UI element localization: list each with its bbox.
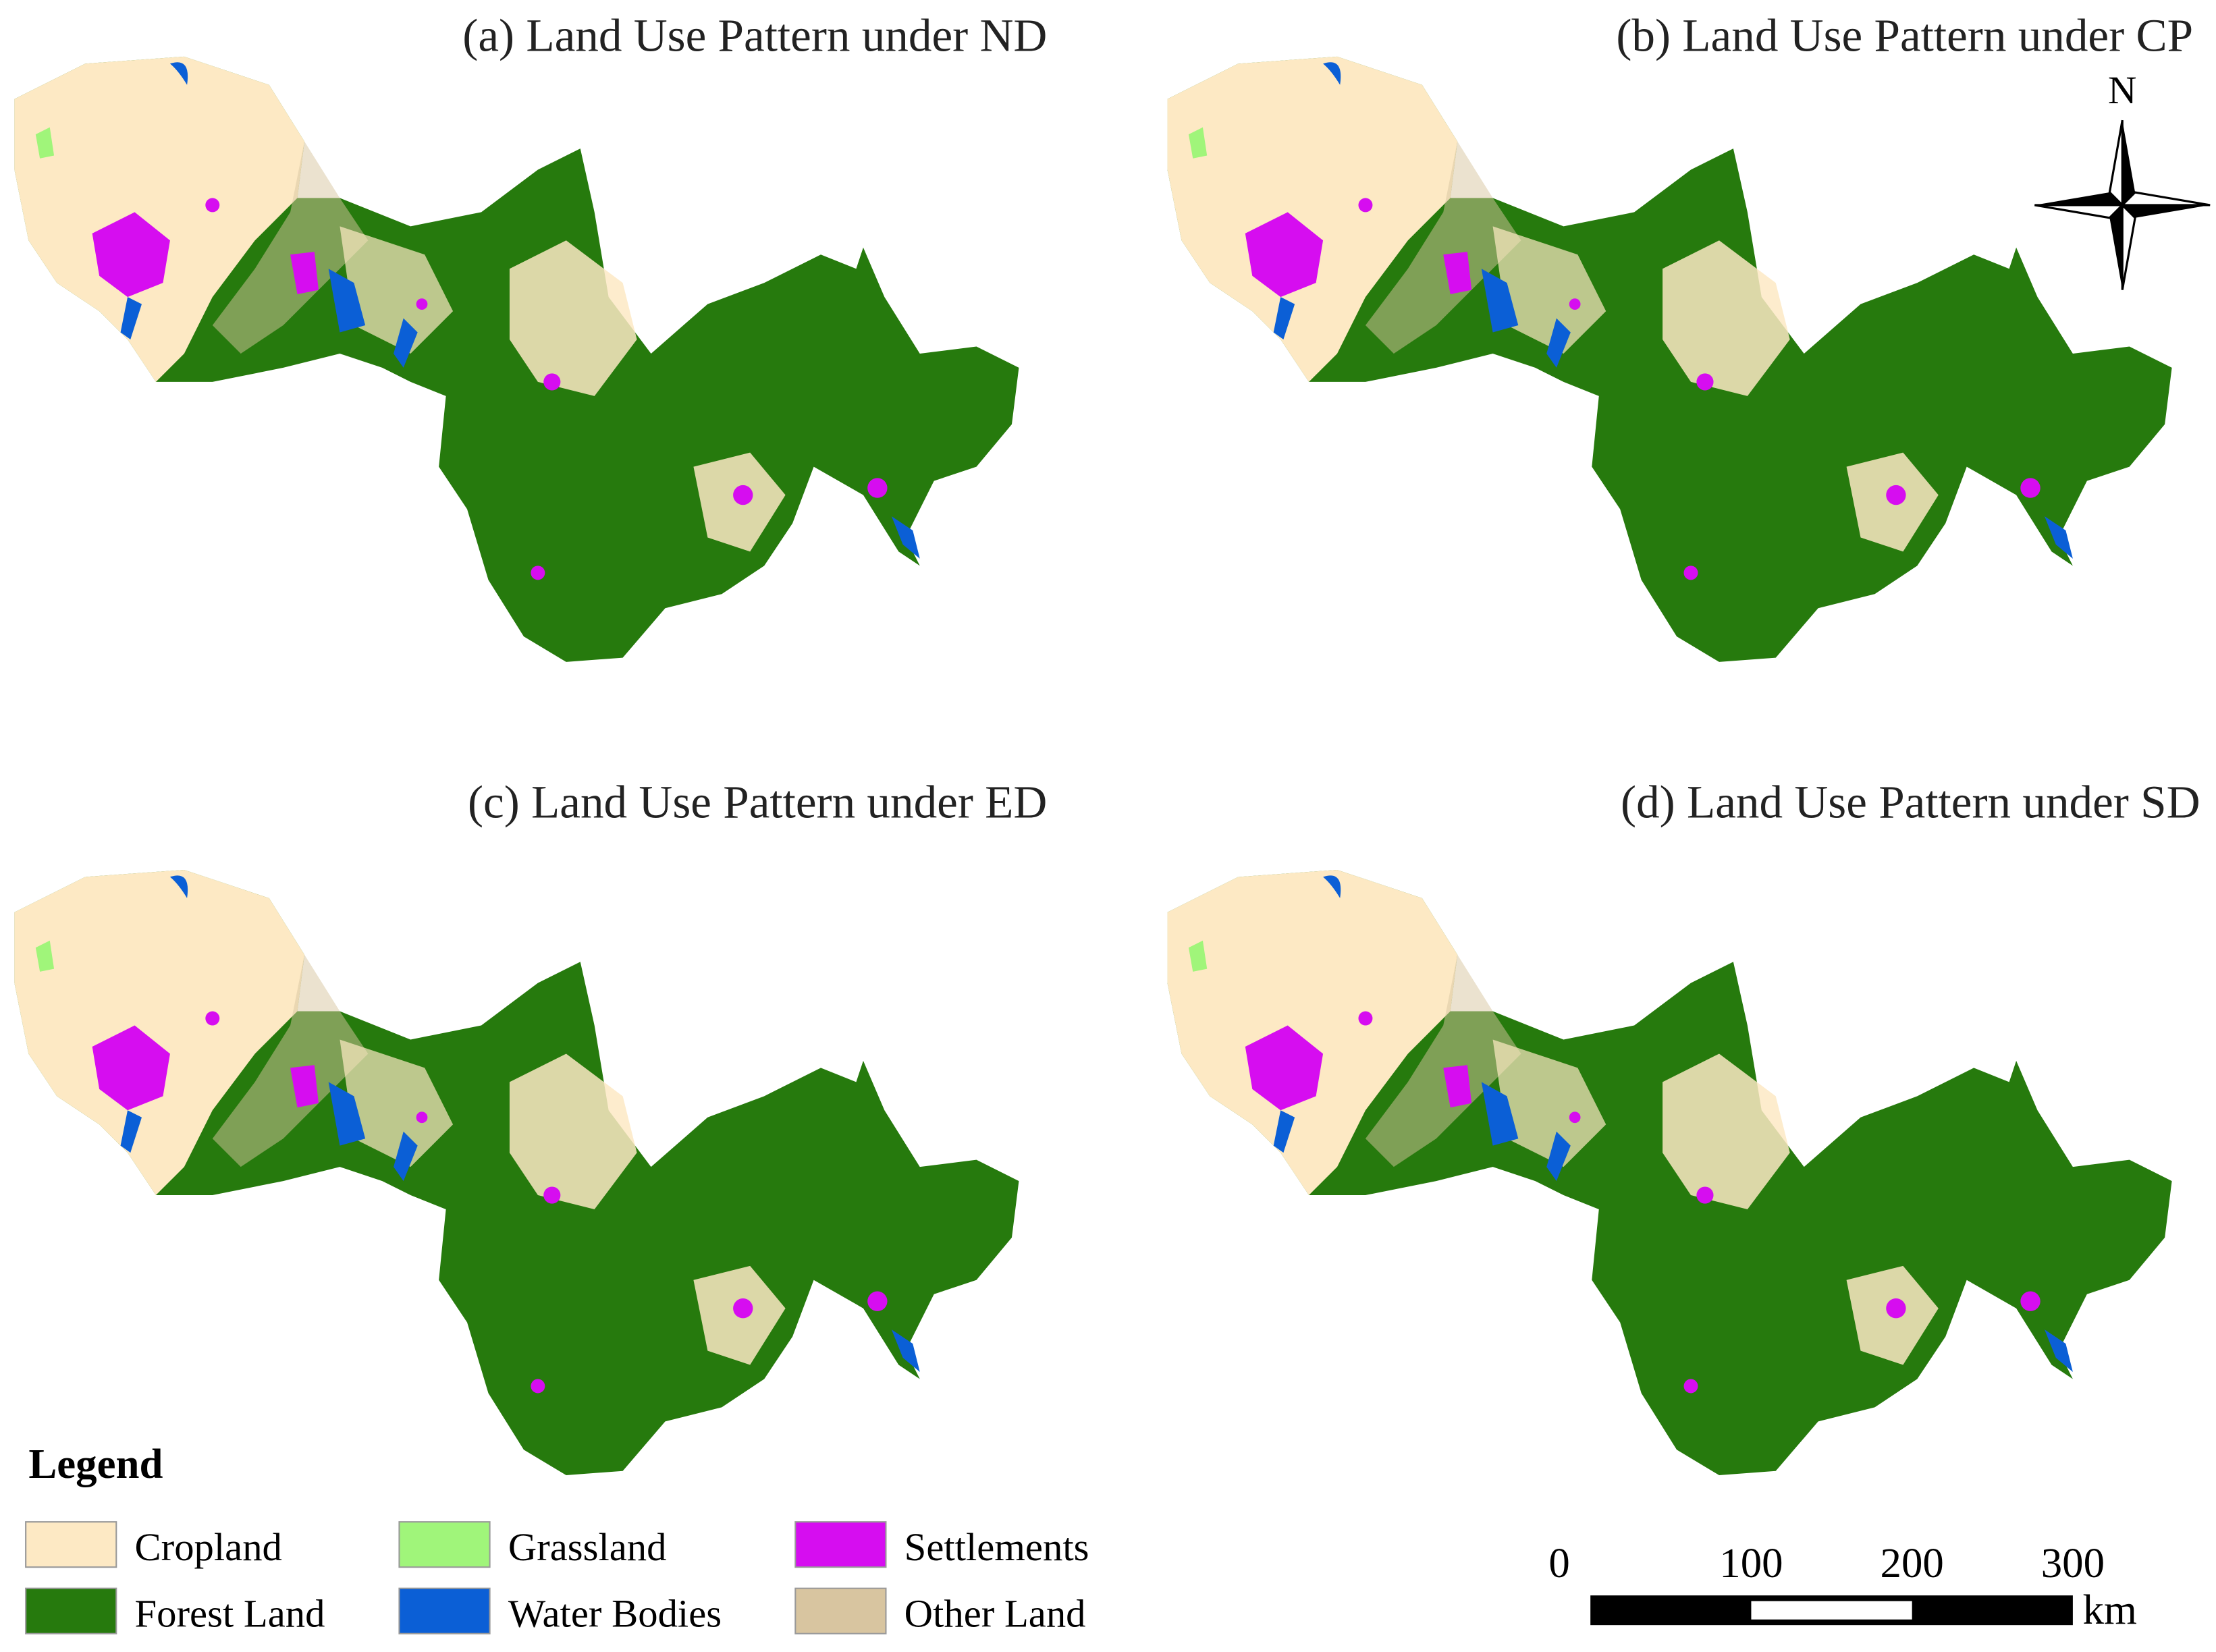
panel-title: (d) Land Use Pattern under SD <box>1621 775 2200 827</box>
scale-bar-segment <box>1751 1601 1912 1620</box>
panel-title: (a) Land Use Pattern under ND <box>462 9 1047 61</box>
legend-label: Grassland <box>508 1525 667 1569</box>
scale-unit: km <box>2083 1586 2137 1633</box>
legend-label: Forest Land <box>135 1591 325 1635</box>
scale-label: 200 <box>1881 1539 1944 1587</box>
land-use-map <box>1167 56 2172 662</box>
land-use-map <box>14 56 1019 662</box>
scale-label: 100 <box>1719 1539 1783 1587</box>
legend-title: Legend <box>28 1440 163 1487</box>
land-use-map <box>14 869 1019 1476</box>
legend-swatch <box>398 1521 491 1568</box>
panel-title: (c) Land Use Pattern under ED <box>468 775 1047 827</box>
legend-label: Other Land <box>904 1591 1086 1635</box>
legend-swatch <box>25 1587 117 1634</box>
north-label: N <box>2108 68 2136 112</box>
scale-label: 300 <box>2041 1539 2105 1587</box>
legend-swatch <box>398 1587 491 1634</box>
scale-label: 0 <box>1548 1539 1569 1587</box>
legend-swatch <box>25 1521 117 1568</box>
legend-label: Settlements <box>904 1525 1089 1569</box>
legend-label: Water Bodies <box>508 1591 722 1635</box>
legend-swatch <box>794 1521 887 1568</box>
legend-label: Cropland <box>135 1525 282 1569</box>
legend-swatch <box>794 1587 887 1634</box>
panel-title: (b) Land Use Pattern under CP <box>1616 9 2193 61</box>
land-use-map <box>1167 869 2172 1476</box>
north-arrow-outline <box>2034 119 2211 290</box>
